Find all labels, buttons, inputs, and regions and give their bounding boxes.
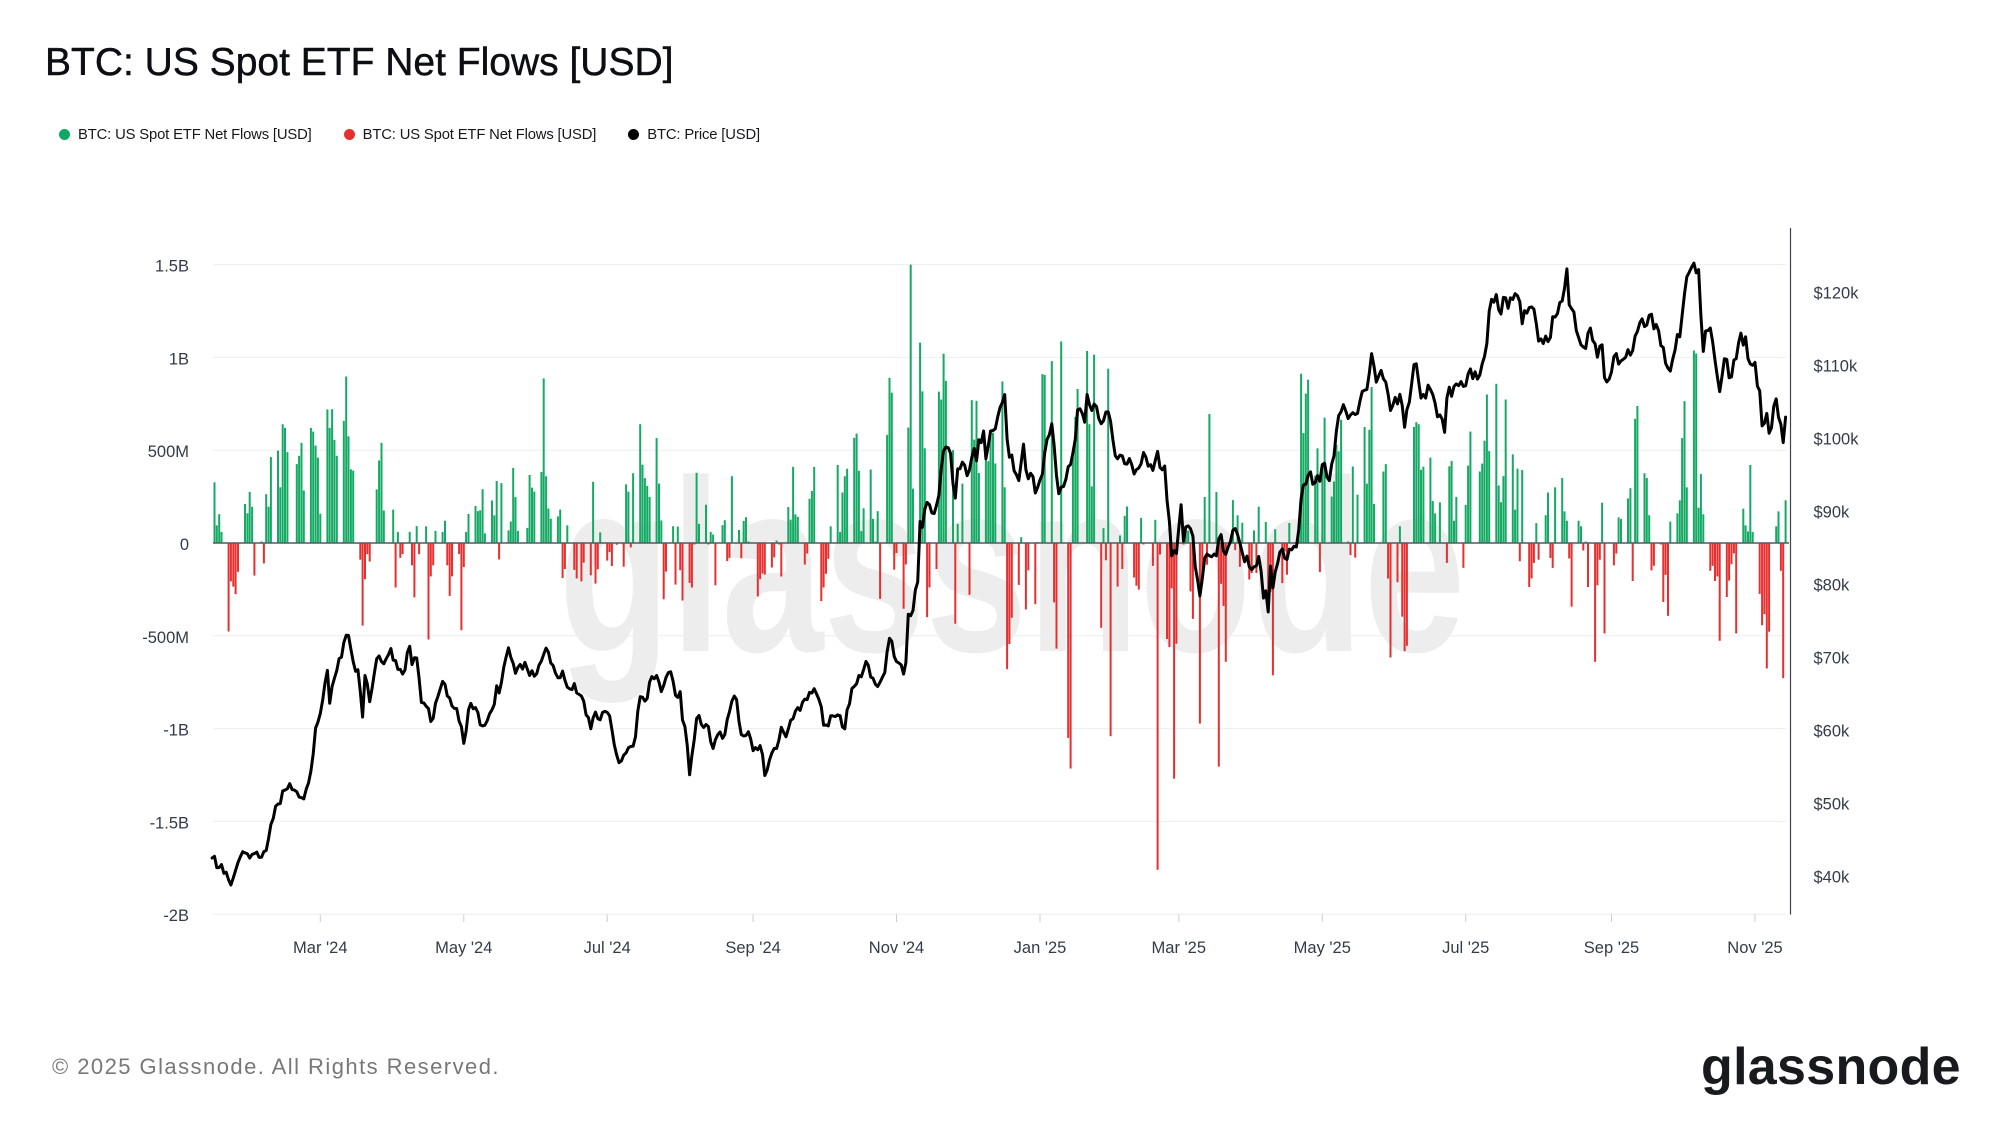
svg-text:-500M: -500M <box>142 629 189 647</box>
svg-text:$100k: $100k <box>1814 431 1860 449</box>
svg-text:Sep '24: Sep '24 <box>725 939 780 957</box>
svg-text:$70k: $70k <box>1814 650 1851 668</box>
svg-text:May '24: May '24 <box>435 939 492 957</box>
svg-text:$90k: $90k <box>1814 504 1851 522</box>
svg-text:Mar '24: Mar '24 <box>293 939 348 957</box>
svg-text:$60k: $60k <box>1814 723 1851 741</box>
svg-text:-2B: -2B <box>163 907 189 925</box>
svg-text:$80k: $80k <box>1814 577 1851 595</box>
svg-text:500M: 500M <box>148 443 189 461</box>
svg-text:Jul '25: Jul '25 <box>1442 939 1489 957</box>
svg-text:-1.5B: -1.5B <box>150 814 189 832</box>
svg-text:0: 0 <box>180 536 189 554</box>
svg-text:$120k: $120k <box>1814 285 1860 303</box>
svg-text:May '25: May '25 <box>1294 939 1351 957</box>
svg-text:Nov '25: Nov '25 <box>1727 939 1782 957</box>
svg-text:1.5B: 1.5B <box>155 258 189 276</box>
svg-text:Mar '25: Mar '25 <box>1152 939 1207 957</box>
svg-text:$110k: $110k <box>1814 358 1858 376</box>
svg-text:$40k: $40k <box>1814 869 1851 887</box>
svg-text:Jan '25: Jan '25 <box>1014 939 1067 957</box>
svg-text:1B: 1B <box>169 350 189 368</box>
svg-text:$50k: $50k <box>1814 796 1851 814</box>
svg-text:Jul '24: Jul '24 <box>584 939 631 957</box>
svg-text:Nov '24: Nov '24 <box>869 939 924 957</box>
svg-text:Sep '25: Sep '25 <box>1584 939 1639 957</box>
svg-text:-1B: -1B <box>163 722 189 740</box>
